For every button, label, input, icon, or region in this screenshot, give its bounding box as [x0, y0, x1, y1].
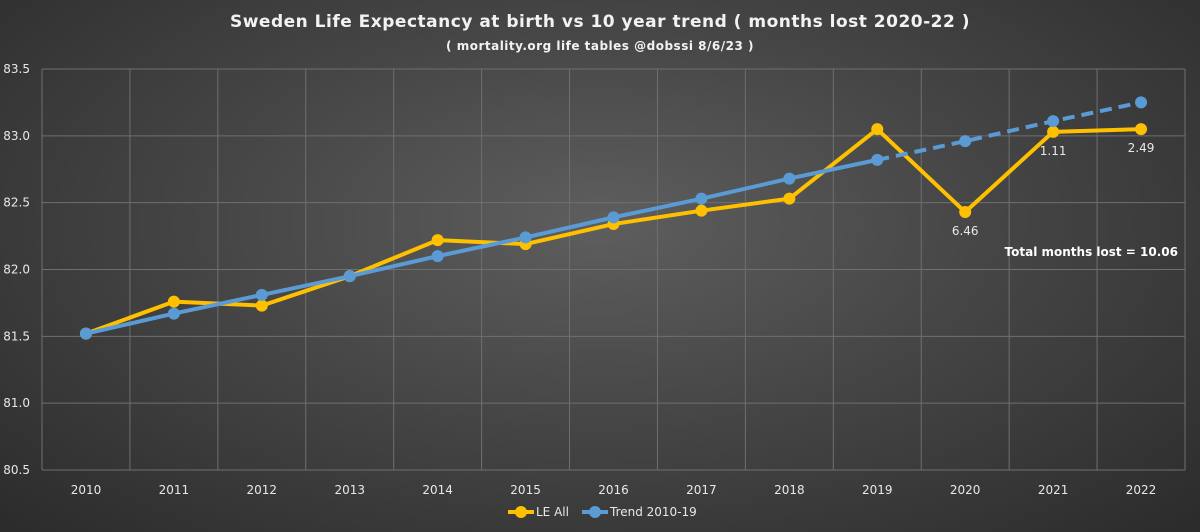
x-tick-label: 2019 [862, 483, 893, 497]
x-tick-label: 2015 [510, 483, 541, 497]
point-trend [343, 270, 356, 283]
x-tick-label: 2016 [598, 483, 629, 497]
legend-entry-label[interactable]: LE All [536, 505, 569, 519]
point-le-all [167, 295, 180, 308]
series-line-trend [85, 157, 878, 336]
point-trend [519, 231, 532, 244]
x-tick-label: 2011 [159, 483, 190, 497]
legend-swatch-marker [515, 506, 527, 518]
y-tick-label: 82.5 [3, 196, 30, 210]
x-tick-label: 2018 [774, 483, 805, 497]
x-tick-label: 2021 [1038, 483, 1069, 497]
x-tick-label: 2013 [334, 483, 365, 497]
y-tick-label: 83.5 [3, 62, 30, 76]
total-months-lost-annotation: Total months lost = 10.06 [1005, 245, 1178, 259]
point-trend [959, 135, 972, 148]
x-tick-label: 2020 [950, 483, 981, 497]
point-trend [1135, 96, 1148, 109]
chart-title: Sweden Life Expectancy at birth vs 10 ye… [229, 12, 971, 32]
point-le-all [431, 234, 444, 247]
point-le-all [871, 123, 884, 136]
x-tick-label: 2012 [247, 483, 278, 497]
series-line-le-all [85, 127, 1142, 336]
data-label-months-lost: 1.11 [1040, 144, 1067, 158]
x-tick-label: 2010 [71, 483, 102, 497]
point-trend [783, 172, 796, 185]
point-le-all [695, 204, 708, 217]
point-le-all [255, 299, 268, 312]
point-trend [871, 153, 884, 166]
point-trend [695, 192, 708, 205]
point-trend [79, 327, 92, 340]
series-line-trend-projection [876, 100, 1142, 162]
chart-subtitle: ( mortality.org life tables @dobssi 8/6/… [446, 39, 754, 53]
x-tick-label: 2014 [422, 483, 453, 497]
x-tick-label: 2017 [686, 483, 717, 497]
point-trend [255, 288, 268, 301]
data-label-months-lost: 2.49 [1128, 141, 1155, 155]
y-tick-label: 81.5 [3, 329, 30, 343]
point-le-all [1047, 125, 1060, 138]
legend-swatch-marker [589, 506, 601, 518]
data-label-months-lost: 6.46 [952, 224, 979, 238]
y-tick-label: 82.0 [3, 263, 30, 277]
y-tick-label: 80.5 [3, 463, 30, 477]
point-trend [1047, 115, 1060, 128]
point-le-all [959, 206, 972, 219]
point-trend [167, 307, 180, 320]
point-le-all [783, 192, 796, 205]
y-tick-label: 81.0 [3, 396, 30, 410]
point-le-all [1135, 123, 1148, 136]
x-tick-label: 2022 [1126, 483, 1157, 497]
point-trend [607, 211, 620, 224]
legend-entry-label[interactable]: Trend 2010-19 [609, 505, 697, 519]
y-tick-label: 83.0 [3, 129, 30, 143]
point-trend [431, 250, 444, 263]
